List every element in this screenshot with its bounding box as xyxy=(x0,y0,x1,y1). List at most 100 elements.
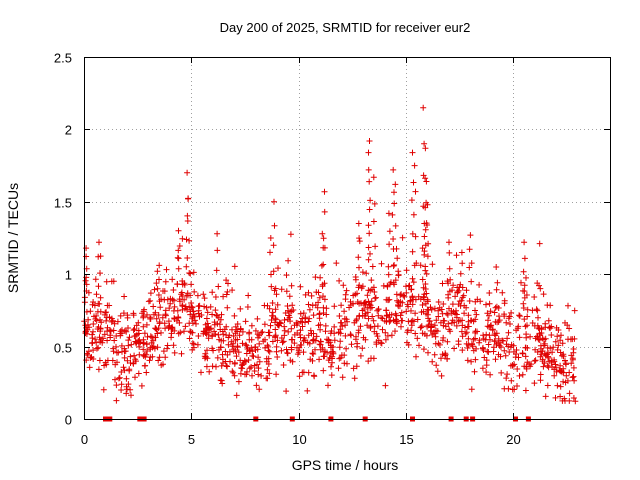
data-point xyxy=(294,351,301,358)
data-point xyxy=(273,348,280,355)
data-point xyxy=(337,338,344,345)
data-point xyxy=(158,362,165,369)
data-point xyxy=(498,369,505,376)
data-point xyxy=(118,342,125,349)
streak-point xyxy=(213,312,220,319)
data-point xyxy=(190,269,197,276)
data-point xyxy=(309,337,316,344)
data-point xyxy=(229,343,236,350)
chart-title: Day 200 of 2025, SRMTID for receiver eur… xyxy=(220,20,471,35)
data-point xyxy=(440,301,447,307)
data-point xyxy=(266,370,273,377)
data-point xyxy=(362,299,369,306)
data-point xyxy=(252,327,259,334)
data-point xyxy=(563,372,570,379)
data-point xyxy=(259,329,266,335)
data-point xyxy=(560,351,567,358)
data-point xyxy=(472,307,478,314)
data-point xyxy=(153,280,160,287)
streak-point xyxy=(390,236,397,242)
data-point xyxy=(236,332,243,339)
data-point xyxy=(143,321,150,328)
streak-point xyxy=(457,270,464,277)
streak-point xyxy=(212,294,219,300)
data-point xyxy=(156,319,163,325)
data-point xyxy=(201,303,208,310)
data-point xyxy=(243,342,250,349)
data-point xyxy=(242,341,249,348)
data-point xyxy=(425,322,432,329)
streak-point xyxy=(445,291,452,298)
data-point xyxy=(324,336,330,343)
data-point xyxy=(226,348,233,355)
data-point xyxy=(333,260,340,267)
data-point xyxy=(486,332,493,339)
data-point xyxy=(156,262,163,269)
data-point xyxy=(205,323,212,330)
data-point xyxy=(288,346,295,353)
peak-point xyxy=(521,239,528,246)
data-point xyxy=(91,302,98,309)
data-point xyxy=(485,341,492,348)
data-point xyxy=(459,347,466,354)
streak-point xyxy=(386,241,393,248)
data-point xyxy=(231,359,238,366)
data-point xyxy=(100,335,106,342)
data-point xyxy=(317,274,324,281)
data-point xyxy=(279,339,286,346)
data-point xyxy=(189,340,196,347)
data-point xyxy=(276,319,283,326)
data-point xyxy=(251,368,258,374)
streak-point xyxy=(521,288,528,295)
data-point xyxy=(496,313,502,320)
data-point xyxy=(130,327,137,334)
data-point xyxy=(523,365,530,372)
data-point xyxy=(168,334,175,341)
data-point xyxy=(515,323,522,330)
peak-point xyxy=(321,188,328,195)
streak-point xyxy=(366,178,373,185)
data-point xyxy=(289,336,296,343)
data-point xyxy=(179,303,186,310)
data-point xyxy=(281,332,288,339)
data-point xyxy=(144,311,150,318)
data-point xyxy=(204,320,211,327)
data-point xyxy=(168,326,175,332)
data-point xyxy=(433,327,439,334)
streak-point xyxy=(420,172,427,179)
data-point xyxy=(239,328,246,335)
data-point xyxy=(378,340,385,347)
data-point xyxy=(231,372,238,379)
peak-point xyxy=(446,239,452,246)
data-point xyxy=(335,329,342,336)
data-point xyxy=(449,287,455,294)
data-point xyxy=(439,280,446,287)
data-point xyxy=(555,342,562,349)
data-point xyxy=(516,313,523,320)
data-point xyxy=(231,263,238,270)
data-point xyxy=(154,268,161,275)
peak-point xyxy=(423,178,430,185)
data-point xyxy=(140,313,147,320)
data-point xyxy=(463,304,470,311)
data-point xyxy=(195,307,202,314)
data-point xyxy=(562,360,569,367)
data-point xyxy=(170,287,177,293)
data-point xyxy=(541,340,548,347)
y-axis-label: SRMTID / TECUs xyxy=(5,183,21,293)
streak-point xyxy=(370,218,377,225)
streak-point xyxy=(366,206,373,213)
data-point xyxy=(256,340,263,347)
data-point xyxy=(554,333,561,340)
data-point xyxy=(109,357,116,364)
data-point xyxy=(341,352,348,359)
data-point xyxy=(490,348,497,355)
data-point xyxy=(274,354,281,360)
streak-point xyxy=(174,281,181,287)
data-point xyxy=(209,311,216,318)
data-point xyxy=(224,304,231,311)
data-point xyxy=(100,386,107,393)
data-point xyxy=(309,350,316,357)
data-point xyxy=(383,318,390,325)
data-point xyxy=(284,303,291,309)
